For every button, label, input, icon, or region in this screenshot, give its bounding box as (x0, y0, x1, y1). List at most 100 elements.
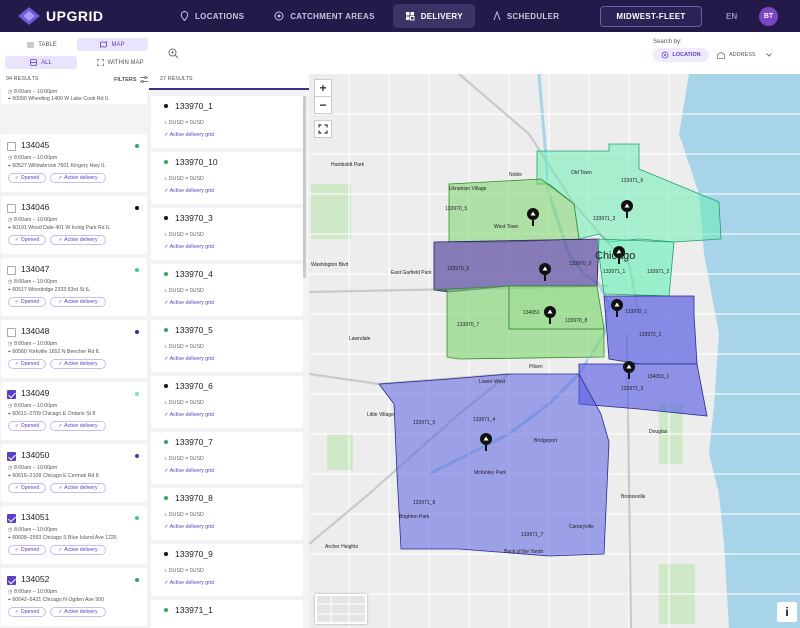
active-delivery-grid-link[interactable]: ✓ Active delivery grid (164, 188, 215, 194)
location-address: ⌖ 60560 Yorkville 1652 N Beecher Rd IL (8, 349, 101, 355)
active-delivery-badge[interactable]: ✓ Active delivery (50, 607, 106, 617)
opened-badge[interactable]: ✓ Opened (8, 235, 46, 245)
location-card[interactable]: 134045 ◷ 8:00am – 10:00pm ⌖ 60527 Willowbr… (1, 134, 147, 192)
delivery-grid-card[interactable]: 133970_3 ⌂ DUSD = 0USD ✓ Active delivery g… (151, 208, 303, 260)
location-checkbox[interactable] (7, 142, 16, 151)
map-place-label: Old Town (571, 170, 592, 176)
zoom-search-icon[interactable] (168, 48, 179, 59)
opened-badge[interactable]: ✓ Opened (8, 297, 46, 307)
opened-badge[interactable]: ✓ Opened (8, 545, 46, 555)
nav-catchment-areas[interactable]: CATCHMENT AREAS (262, 4, 387, 28)
location-card[interactable]: 134047 ◷ 8:00am – 10:00pm ⌖ 60517 Woodridg… (1, 258, 147, 316)
nav-delivery[interactable]: DELIVERY (392, 4, 475, 28)
active-delivery-grid-link[interactable]: ✓ Active delivery grid (164, 244, 215, 250)
map-place-label: Archer Heights (325, 544, 359, 550)
filter-all-button[interactable]: ALL (5, 56, 77, 69)
satellite-thumbnail (317, 596, 365, 622)
active-delivery-grid-link[interactable]: ✓ Active delivery grid (164, 300, 215, 306)
delivery-icon (405, 12, 415, 21)
location-checkbox[interactable] (7, 328, 16, 337)
zoom-out-button[interactable]: − (314, 96, 332, 114)
active-delivery-grid-link[interactable]: ✓ Active delivery grid (164, 356, 215, 362)
delivery-grid-card[interactable]: 133970_10 ⌂ DUSD = 0USD ✓ Active delivery … (151, 152, 303, 204)
opened-badge[interactable]: ✓ Opened (8, 483, 46, 493)
info-button[interactable]: i (777, 602, 797, 622)
grid-label: 133970_9 (569, 261, 592, 267)
delivery-grid-card[interactable]: 133970_5 ⌂ DUSD = 0USD ✓ Active delivery g… (151, 320, 303, 372)
grid-id: 133971_1 (175, 605, 213, 615)
map-canvas[interactable] (309, 74, 800, 628)
location-checkbox[interactable] (7, 204, 16, 213)
delivery-grid-card[interactable]: 133970_6 ⌂ DUSD = 0USD ✓ Active delivery g… (151, 376, 303, 428)
location-card[interactable]: 134050 ◷ 8:00am – 10:00pm ⌖ 60616–2108 Chi… (1, 444, 147, 502)
fullscreen-button[interactable] (314, 120, 332, 138)
opened-badge[interactable]: ✓ Opened (8, 359, 46, 369)
location-address: ⌖ 60616–2108 Chicago E Cermak Rd 8 (8, 473, 99, 479)
location-card[interactable]: 134052 ◷ 8:00am – 10:00pm ⌖ 60642–5421 Chi… (1, 568, 147, 626)
opened-badge[interactable]: ✓ Opened (8, 421, 46, 431)
location-checkbox[interactable] (7, 452, 16, 461)
location-card[interactable]: 134049 ◷ 8:00am – 10:00pm ⌖ 60611–2709 Chi… (1, 382, 147, 440)
grid-label: 133971_8 (413, 500, 436, 506)
zoom-in-button[interactable]: + (314, 79, 332, 97)
active-delivery-grid-link[interactable]: ✓ Active delivery grid (164, 132, 215, 138)
delivery-grid-card[interactable]: 133971_1 (151, 600, 303, 628)
pin-icon: ⌖ (8, 163, 11, 169)
location-card[interactable]: ◷ 8:00am – 10:00pm ⌖ 60090 Wheeling 1400… (1, 88, 147, 104)
view-table-button[interactable]: TABLE (8, 38, 76, 51)
nav-scheduler[interactable]: SCHEDULER (481, 4, 571, 28)
delivery-grid-card[interactable]: 133970_8 ⌂ DUSD = 0USD ✓ Active delivery g… (151, 488, 303, 540)
location-checkbox[interactable] (7, 266, 16, 275)
grid-color-dot (164, 328, 168, 332)
pin-icon: ⌖ (8, 225, 11, 231)
opened-badge[interactable]: ✓ Opened (8, 607, 46, 617)
logo[interactable]: UPGRID (18, 7, 148, 25)
delivery-grid-card[interactable]: 133970_1 ⌂ DUSD = 0USD ✓ Active delivery g… (151, 96, 303, 148)
opened-badge[interactable]: ✓ Opened (8, 173, 46, 183)
active-delivery-badge[interactable]: ✓ Active delivery (50, 359, 106, 369)
filters-button[interactable]: FILTERS (114, 76, 149, 83)
active-delivery-grid-link[interactable]: ✓ Active delivery grid (164, 412, 215, 418)
grid-id: 133970_8 (175, 493, 213, 503)
active-delivery-grid-link[interactable]: ✓ Active delivery grid (164, 580, 215, 586)
location-card[interactable]: 134051 ◷ 8:00am – 10:00pm ⌖ 60608–2593 Chi… (1, 506, 147, 564)
location-checkbox[interactable] (7, 514, 16, 523)
location-card[interactable]: 134046 ◷ 8:00am – 10:00pm ⌖ 60191 Wood Dal… (1, 196, 147, 254)
location-card[interactable]: 134048 ◷ 8:00am – 10:00pm ⌖ 60560 Yorkvill… (1, 320, 147, 378)
active-delivery-badge[interactable]: ✓ Active delivery (50, 545, 106, 555)
active-delivery-grid-link[interactable]: ✓ Active delivery grid (164, 468, 215, 474)
clock-icon: ◷ (8, 527, 13, 533)
grid-label: 134051 (523, 310, 540, 316)
location-markers[interactable] (480, 200, 635, 451)
location-checkbox[interactable] (7, 576, 16, 585)
active-delivery-grid-link[interactable]: ✓ Active delivery grid (164, 524, 215, 530)
map[interactable]: Humboldt Park Ukrainian Village West Tow… (309, 74, 800, 628)
active-delivery-badge[interactable]: ✓ Active delivery (50, 483, 106, 493)
grid-label: 133972_1 (625, 309, 648, 315)
language-switch[interactable]: EN (726, 12, 738, 21)
search-location-button[interactable]: LOCATION (653, 48, 709, 62)
scrollbar[interactable] (303, 96, 306, 278)
pin-icon: ⌖ (8, 287, 11, 293)
delivery-grid-card[interactable]: 133970_9 ⌂ DUSD = 0USD ✓ Active delivery g… (151, 544, 303, 596)
active-delivery-badge[interactable]: ✓ Active delivery (50, 173, 106, 183)
search-location-label: LOCATION (672, 52, 701, 58)
map-style-toggle[interactable] (315, 594, 367, 624)
delivery-grid-card[interactable]: 133970_4 ⌂ DUSD = 0USD ✓ Active delivery g… (151, 264, 303, 316)
view-map-button[interactable]: MAP (77, 38, 148, 51)
delivery-grid-card[interactable]: 133970_7 ⌂ DUSD = 0USD ✓ Active delivery g… (151, 432, 303, 484)
avatar[interactable]: BT (759, 7, 778, 26)
filter-within-map-button[interactable]: WITHIN MAP (85, 56, 155, 69)
active-delivery-badge[interactable]: ✓ Active delivery (50, 235, 106, 245)
nav-locations[interactable]: LOCATIONS (168, 4, 256, 28)
location-hours: ◷ 8:00am – 10:00pm (8, 89, 58, 95)
grid-price: ⌂ DUSD = 0USD (164, 344, 204, 350)
grid-label: 133971_2 (647, 269, 670, 275)
active-delivery-badge[interactable]: ✓ Active delivery (50, 421, 106, 431)
active-delivery-badge[interactable]: ✓ Active delivery (50, 297, 106, 307)
filter-all-label: ALL (41, 59, 52, 66)
fleet-selector[interactable]: MIDWEST-FLEET (600, 6, 702, 27)
clock-icon: ◷ (8, 89, 13, 95)
search-address-button[interactable]: ADDRESS (717, 48, 772, 62)
location-checkbox[interactable] (7, 390, 16, 399)
